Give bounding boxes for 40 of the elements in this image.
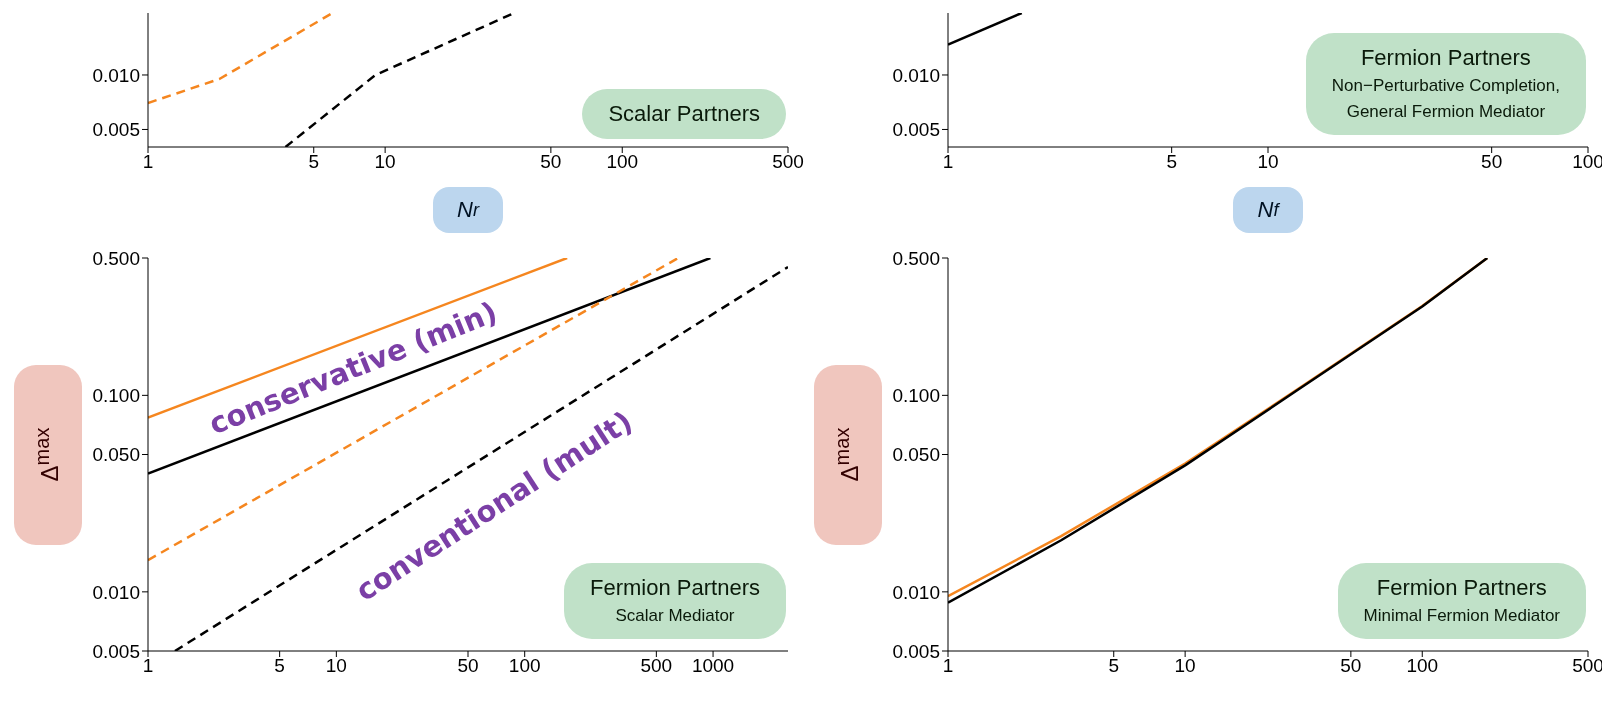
x-tick-label: 100: [508, 655, 541, 677]
x-tick-label: 5: [1108, 655, 1120, 677]
x-tick-label: 500: [640, 655, 673, 677]
annotation: Fermion Partners Scalar Mediator: [590, 574, 760, 627]
y-tick-label: 0.100: [92, 385, 140, 407]
y-tick-label: 0.500: [92, 247, 140, 269]
x-tick-label: 50: [1481, 151, 1503, 173]
x-tick-label: 100: [606, 151, 639, 173]
x-tick-label: 5: [274, 655, 285, 677]
y-tick-label: 0.100: [892, 385, 940, 407]
y-tick-label: 0.005: [92, 119, 140, 141]
annotation: Fermion Partners Non−Perturbative Completion, General Fermion Mediator: [1331, 44, 1560, 123]
x-tick-label: 100: [1406, 655, 1439, 677]
y-tick-label: 0.005: [92, 640, 140, 662]
x-tick-label: 500: [772, 151, 804, 173]
y-tick-label: 0.050: [92, 444, 140, 466]
annotation: Fermion Partners Minimal Fermion Mediator: [1363, 574, 1560, 627]
x-tick-label: 10: [1257, 151, 1279, 173]
x-tick-label: 1000: [691, 655, 735, 677]
x-tick-label: 50: [540, 151, 562, 173]
x-tick-label: 1: [942, 151, 954, 173]
x-tick-label: 5: [1166, 151, 1177, 173]
x-tick-label: 10: [1174, 655, 1196, 677]
x-tick-label: 1: [942, 655, 954, 677]
y-tick-label: 0.010: [892, 64, 940, 86]
y-tick-label: 0.005: [892, 119, 940, 141]
y-tick-label: 0.010: [892, 581, 940, 603]
y-tick-label: 0.050: [892, 444, 940, 466]
x-tick-label: 1: [142, 655, 154, 677]
x-tick-label: 50: [457, 655, 479, 677]
x-tick-label: 50: [1340, 655, 1362, 677]
annotation: Scalar Partners: [608, 100, 760, 128]
y-tick-label: 0.500: [892, 247, 940, 269]
y-tick-label: 0.010: [92, 64, 140, 86]
x-tick-label: 1: [142, 151, 154, 173]
x-tick-label: 5: [308, 151, 320, 173]
y-tick-label: 0.010: [92, 581, 140, 603]
y-tick-label: 0.005: [892, 640, 940, 662]
x-tick-label: 10: [325, 655, 347, 677]
x-tick-label: 10: [374, 151, 396, 173]
